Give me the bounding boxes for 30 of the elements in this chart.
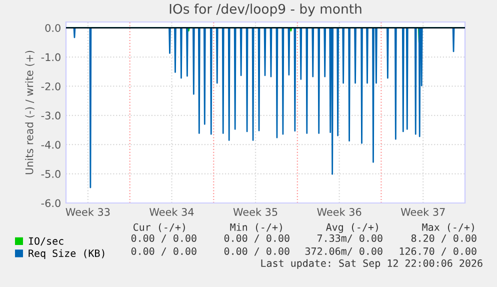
y-tick-label: -6.0 xyxy=(41,199,60,208)
text: 0.00 / 0.00 xyxy=(131,247,196,256)
text: 0.00 / 0.00 xyxy=(224,247,290,256)
text: Last update: Sat Sep 12 22:00:06 2026 xyxy=(261,259,482,269)
text: 8.20 / 0.00 xyxy=(411,234,476,243)
text: 7.33m/ 0.00 xyxy=(317,234,382,243)
x-tick-label: Week 34 xyxy=(150,208,194,216)
y-tick-label: -5.0 xyxy=(41,170,60,178)
x-tick-label: Week 33 xyxy=(66,208,110,216)
text: Avg (-/+) xyxy=(326,223,378,233)
y-tick-label: 0.0 xyxy=(45,24,60,32)
text: 0.00 / 0.00 xyxy=(131,234,196,243)
y-tick-label: -1.0 xyxy=(41,53,60,62)
y-tick-label: -2.0 xyxy=(41,82,60,90)
text: 126.70 / 0.00 xyxy=(400,247,476,256)
line-series xyxy=(66,27,465,188)
text: 0.00 / 0.00 xyxy=(224,234,290,243)
legend-label: Req Size (KB) xyxy=(28,249,104,259)
y-tick-label: -3.0 xyxy=(41,112,60,120)
y-tick-label: -4.0 xyxy=(41,140,60,149)
y-axis-title: Units read (-) / write (+) xyxy=(25,50,34,174)
x-tick-label: Week 35 xyxy=(233,208,278,216)
chart-title: IOs for /dev/loop9 - by month xyxy=(170,4,362,16)
text: 372.06m/ 0.00 xyxy=(305,247,382,256)
text: Max (-/+) xyxy=(422,223,474,232)
text: Min (-/+) xyxy=(230,223,282,232)
legend-label: IO/sec xyxy=(28,237,64,246)
x-tick-label: Week 37 xyxy=(400,208,445,216)
x-tick-label: Week 36 xyxy=(317,208,362,216)
text: Cur (-/+) xyxy=(133,223,185,232)
